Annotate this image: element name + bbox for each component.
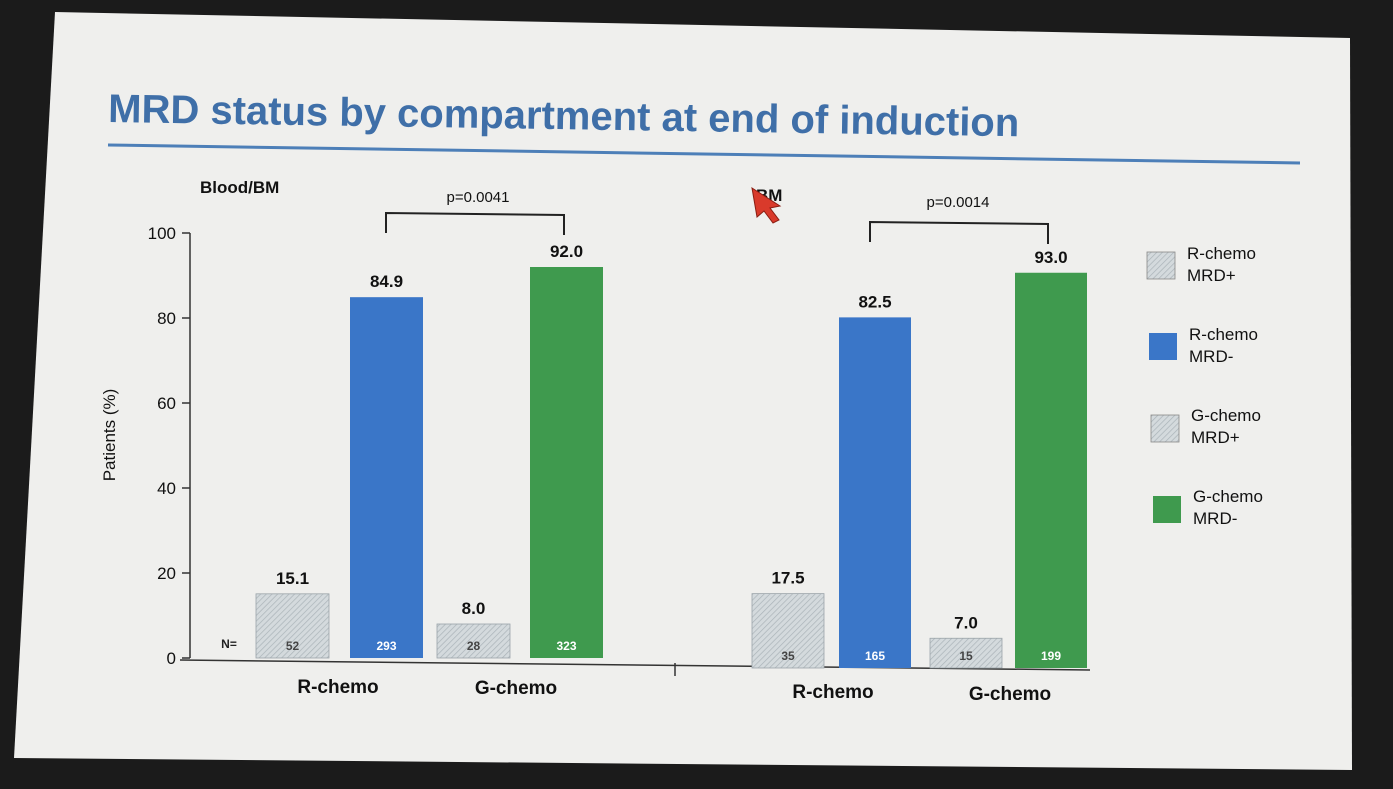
n-label: N= — [221, 637, 237, 651]
legend-label-line2: MRD+ — [1191, 428, 1240, 447]
n-count-label: 15 — [959, 649, 973, 663]
y-tick-label: 100 — [148, 224, 176, 243]
n-count-label: 28 — [467, 639, 481, 653]
bar-g-chemo-mrd-pos — [929, 637, 1003, 669]
n-count-label: 323 — [556, 639, 576, 653]
bar-g-chemo-mrd-neg — [1015, 272, 1087, 668]
data-label: 8.0 — [462, 599, 486, 618]
y-axis: 0 20 40 60 80 100 — [148, 224, 191, 668]
legend-label-line1: R-chemo — [1189, 325, 1258, 344]
data-label: 82.5 — [858, 292, 891, 311]
p-bracket-bm — [869, 220, 1049, 244]
data-label: 17.5 — [771, 569, 804, 588]
legend: R-chemo MRD+ R-chemo MRD- G-chemo MRD+ G… — [1146, 244, 1263, 528]
legend-label-line1: G-chemo — [1193, 487, 1263, 506]
legend-label-line2: MRD- — [1193, 509, 1237, 528]
y-tick-label: 40 — [157, 479, 176, 498]
bar-r-chemo-mrd-neg — [350, 297, 423, 658]
y-tick-label: 20 — [157, 564, 176, 583]
data-label: 7.0 — [954, 613, 978, 632]
bar-g-chemo-mrd-pos — [436, 623, 511, 659]
legend-swatch-rchemo-mrd-neg — [1149, 333, 1177, 360]
n-count-label: 199 — [1041, 649, 1061, 663]
p-value-bm: p=0.0014 — [927, 194, 990, 211]
y-axis-label: Patients (%) — [100, 389, 119, 482]
p-value-blood-bm: p=0.0041 — [447, 189, 510, 206]
bar-r-chemo-mrd-pos — [751, 593, 825, 669]
n-count-label: 293 — [376, 639, 396, 653]
category-label-rchemo-blood-bm: R-chemo — [297, 677, 378, 698]
legend-swatch-rchemo-mrd-pos — [1146, 251, 1176, 280]
panel-label-blood-bm: Blood/BM — [200, 178, 279, 197]
category-label-gchemo-bm: G-chemo — [969, 684, 1051, 705]
bar-g-chemo-mrd-neg — [530, 267, 603, 658]
data-label: 92.0 — [550, 242, 583, 261]
data-label: 93.0 — [1034, 248, 1067, 267]
legend-label-line1: R-chemo — [1187, 244, 1256, 263]
bars-layer: 15.1 52 84.9 293 8.0 28 92.0 323 17.5 35 82.5 165 7.… — [255, 242, 1087, 669]
n-count-label: 35 — [781, 649, 795, 663]
y-tick-label: 60 — [157, 394, 176, 413]
legend-swatch-gchemo-mrd-pos — [1150, 414, 1180, 443]
p-bracket-blood-bm — [385, 211, 565, 235]
legend-swatch-gchemo-mrd-neg — [1153, 496, 1181, 523]
title-rule — [107, 143, 1301, 165]
category-label-gchemo-blood-bm: G-chemo — [475, 678, 557, 699]
cursor-icon — [751, 186, 782, 224]
legend-label-line2: MRD+ — [1187, 266, 1236, 285]
n-count-label: 52 — [286, 639, 300, 653]
category-label-rchemo-bm: R-chemo — [792, 682, 873, 703]
n-count-label: 165 — [865, 649, 885, 663]
y-tick-label: 80 — [157, 309, 176, 328]
legend-label-line1: G-chemo — [1191, 406, 1261, 425]
data-label: 15.1 — [276, 569, 309, 588]
y-tick-label: 0 — [167, 649, 176, 668]
bar-r-chemo-mrd-neg — [839, 317, 911, 668]
data-label: 84.9 — [370, 272, 403, 291]
legend-label-line2: MRD- — [1189, 347, 1233, 366]
bar-r-chemo-mrd-pos — [255, 593, 330, 659]
